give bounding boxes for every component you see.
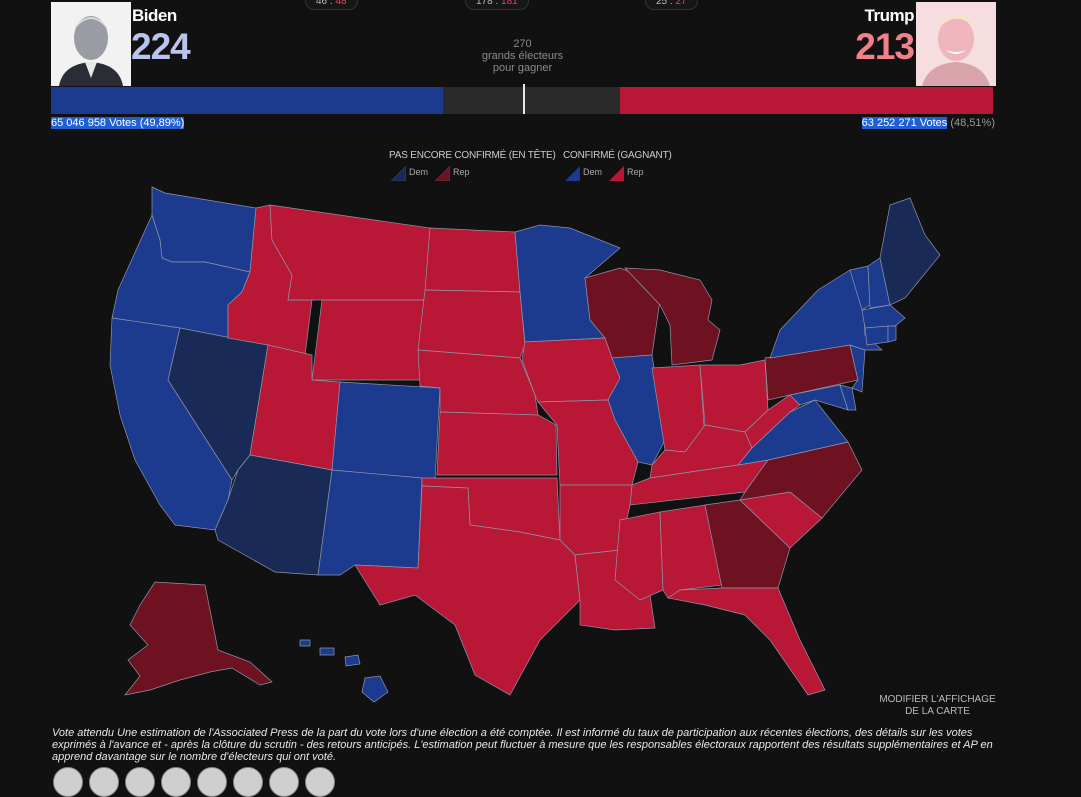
trump-name: Trump xyxy=(864,6,915,25)
legend-rep-leading-swatch xyxy=(435,166,450,181)
state-rhode-island[interactable] xyxy=(887,325,897,343)
biden-name: Biden xyxy=(132,6,177,25)
state-texas[interactable] xyxy=(354,485,581,696)
legend-dem-leading-swatch xyxy=(391,166,406,181)
state-montana[interactable] xyxy=(269,204,431,301)
biden-electors: 224 xyxy=(131,26,191,67)
seat-pill-2[interactable]: 178 : 181 xyxy=(465,0,529,10)
state-massachusetts[interactable] xyxy=(861,304,906,329)
state-georgia[interactable] xyxy=(704,499,791,589)
expected-vote-footnote: Vote attendu Une estimation de l'Associa… xyxy=(52,727,993,763)
avatar-6[interactable] xyxy=(233,767,263,797)
state-washington[interactable] xyxy=(151,186,257,273)
threshold-marker xyxy=(523,84,525,114)
legend-rep-leading-label: Rep xyxy=(453,167,470,177)
avatar-5[interactable] xyxy=(197,767,227,797)
trump-photo xyxy=(916,2,996,86)
seat-pill-1[interactable]: 46 : 48 xyxy=(305,0,358,10)
state-michigan[interactable] xyxy=(624,267,721,366)
trump-portrait-icon xyxy=(916,2,996,86)
trump-bar xyxy=(620,87,993,114)
legend-not-confirmed-title: PAS ENCORE CONFIRMÉ (EN TÊTE) xyxy=(389,150,556,161)
state-delaware[interactable] xyxy=(839,384,857,411)
trump-votes: 63 252 271 Votes (48,51%) xyxy=(861,117,995,129)
avatar-4[interactable] xyxy=(161,767,191,797)
state-north-dakota[interactable] xyxy=(424,227,521,293)
threshold-line1: grands électeurs xyxy=(481,50,564,62)
biden-votes: 65 046 958 Votes (49,89%) xyxy=(51,117,185,129)
legend-rep-won-swatch xyxy=(609,166,624,181)
threshold-line2: pour gagner xyxy=(492,62,553,74)
avatar-8[interactable] xyxy=(305,767,335,797)
trump-electors: 213 xyxy=(855,26,915,67)
state-maine[interactable] xyxy=(879,197,941,306)
state-hawaii[interactable] xyxy=(299,639,389,703)
state-new-mexico[interactable] xyxy=(317,469,423,576)
state-maryland[interactable] xyxy=(789,384,849,411)
state-florida[interactable] xyxy=(667,587,826,696)
biden-bar xyxy=(51,87,443,114)
legend-confirmed-title: CONFIRMÉ (GAGNANT) xyxy=(563,150,672,161)
state-mississippi[interactable] xyxy=(614,511,664,601)
avatar-1[interactable] xyxy=(53,767,83,797)
seat-pill-3[interactable]: 25 : 27 xyxy=(645,0,698,10)
win-threshold: 270 grands électeurs pour gagner xyxy=(460,38,585,74)
avatar-3[interactable] xyxy=(125,767,155,797)
biden-portrait-icon xyxy=(51,2,131,86)
avatar-7[interactable] xyxy=(269,767,299,797)
biden-photo xyxy=(51,2,131,86)
state-iowa[interactable] xyxy=(521,337,621,403)
avatar-2[interactable] xyxy=(89,767,119,797)
state-alaska[interactable] xyxy=(124,581,273,696)
state-missouri[interactable] xyxy=(537,399,639,486)
state-kansas[interactable] xyxy=(436,411,558,476)
modify-map-display-button[interactable]: MODIFIER L'AFFICHAGE DE LA CARTE xyxy=(879,694,996,717)
state-south-dakota[interactable] xyxy=(417,289,526,359)
legend-dem-leading-label: Dem xyxy=(409,167,429,177)
threshold-number: 270 xyxy=(513,38,532,50)
state-colorado[interactable] xyxy=(331,381,441,481)
legend-dem-won-swatch xyxy=(565,166,580,181)
state-wyoming[interactable] xyxy=(311,299,426,381)
legend-rep-won-label: Rep xyxy=(627,167,644,177)
state-connecticut[interactable] xyxy=(864,325,889,346)
legend-dem-won-label: Dem xyxy=(583,167,603,177)
us-electoral-map xyxy=(109,186,941,703)
